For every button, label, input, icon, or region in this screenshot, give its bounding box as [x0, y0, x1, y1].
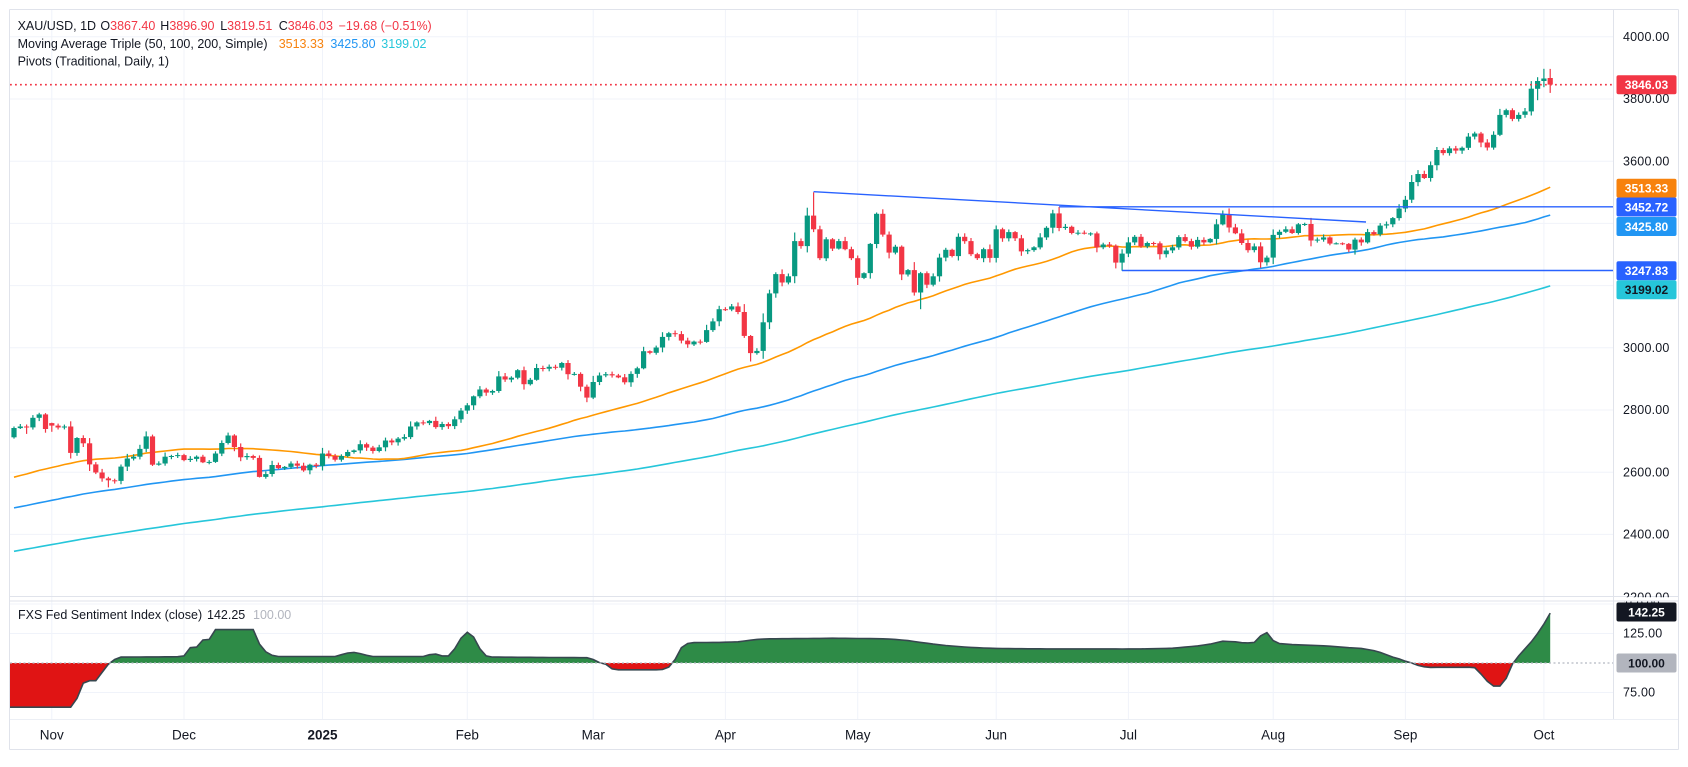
- svg-text:3452.72: 3452.72: [1625, 200, 1669, 214]
- svg-text:Oct: Oct: [1533, 728, 1554, 743]
- svg-text:Pivots (Traditional, Daily, 1): Pivots (Traditional, Daily, 1): [18, 55, 169, 69]
- svg-text:2025: 2025: [307, 728, 338, 743]
- svg-text:Nov: Nov: [40, 728, 64, 743]
- svg-text:Feb: Feb: [456, 728, 479, 743]
- svg-text:Apr: Apr: [715, 728, 737, 743]
- svg-text:3846.03: 3846.03: [1625, 78, 1669, 92]
- svg-text:3600.00: 3600.00: [1623, 154, 1670, 168]
- svg-text:Mar: Mar: [582, 728, 606, 743]
- svg-text:75.00: 75.00: [1623, 686, 1655, 700]
- svg-text:XAU/USD, 1D: XAU/USD, 1D: [18, 19, 97, 33]
- svg-text:2600.00: 2600.00: [1623, 465, 1670, 479]
- svg-text:125.00: 125.00: [1623, 627, 1662, 641]
- svg-text:Moving Average Triple (50, 100: Moving Average Triple (50, 100, 200, Sim…: [18, 37, 427, 51]
- svg-text:Sep: Sep: [1393, 728, 1417, 743]
- svg-text:3425.80: 3425.80: [1625, 220, 1669, 234]
- svg-text:2200.00: 2200.00: [1623, 591, 1670, 605]
- svg-text:3199.02: 3199.02: [1625, 283, 1669, 297]
- svg-text:May: May: [845, 728, 871, 743]
- svg-text:Jun: Jun: [985, 728, 1007, 743]
- svg-text:2800.00: 2800.00: [1623, 403, 1670, 417]
- svg-text:FXS Fed Sentiment Index (close: FXS Fed Sentiment Index (close) 142.25 100…: [18, 608, 291, 622]
- svg-text:3800.00: 3800.00: [1623, 92, 1670, 106]
- svg-text:3513.33: 3513.33: [1625, 182, 1669, 196]
- svg-text:Jul: Jul: [1120, 728, 1137, 743]
- svg-text:4000.00: 4000.00: [1623, 30, 1670, 44]
- svg-text:100.00: 100.00: [1628, 656, 1665, 670]
- svg-text:3247.83: 3247.83: [1625, 264, 1669, 278]
- svg-text:Aug: Aug: [1261, 728, 1285, 743]
- svg-text:2400.00: 2400.00: [1623, 528, 1670, 542]
- svg-text:Dec: Dec: [172, 728, 196, 743]
- svg-text:142.25: 142.25: [1628, 605, 1665, 619]
- svg-text:3000.00: 3000.00: [1623, 341, 1670, 355]
